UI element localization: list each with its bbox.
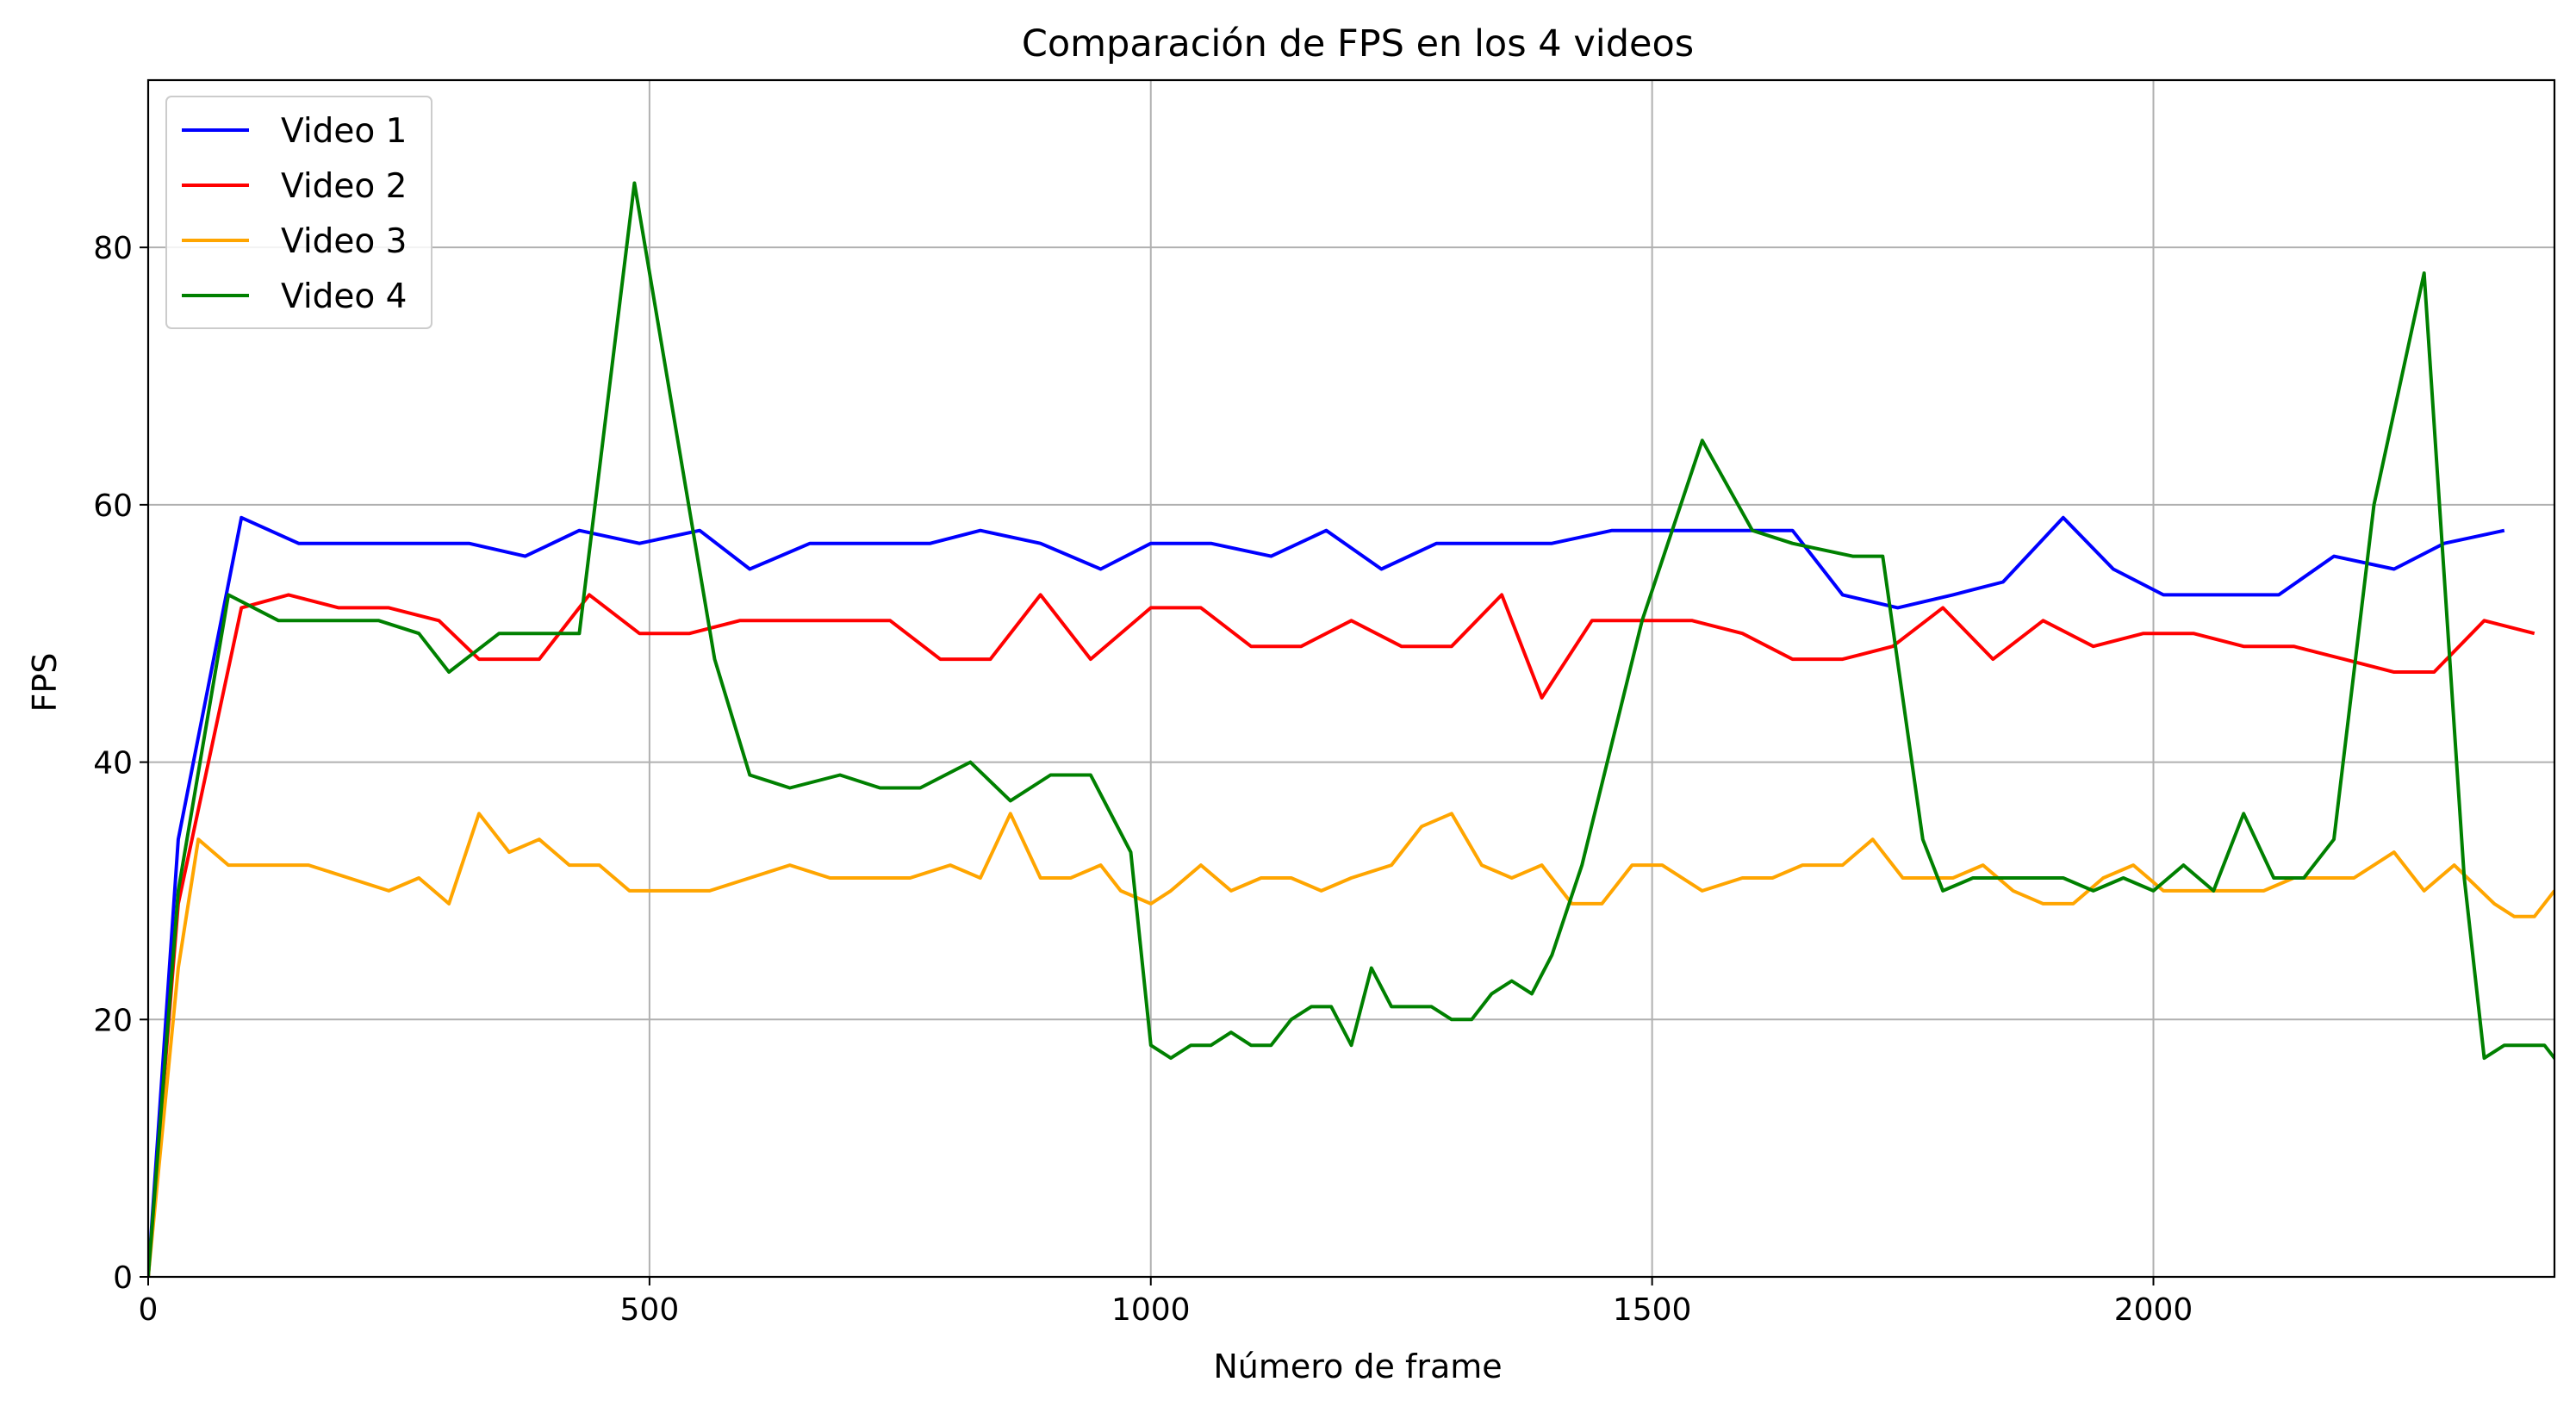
plot-frame <box>146 78 2556 1279</box>
tick-layer: 0 500 1000 1500 2000 0 20 40 60 80 <box>93 231 2193 1328</box>
legend-label: Video 2 <box>281 167 407 206</box>
x-tick-label: 0 <box>139 1292 159 1328</box>
legend-box <box>165 96 432 329</box>
y-tick-label: 60 <box>93 489 133 524</box>
y-tick-label: 40 <box>93 746 133 781</box>
y-tick-label: 0 <box>113 1260 133 1296</box>
x-tick-label: 1500 <box>1613 1292 1692 1328</box>
y-tick-label: 20 <box>93 1003 133 1038</box>
x-axis-title: Número de frame <box>1213 1348 1502 1385</box>
legend-label: Video 4 <box>281 277 407 316</box>
series-layer <box>148 181 2554 1277</box>
legend: Video 1 Video 2 Video 3 Video 4 <box>165 96 432 329</box>
series-line-video-3 <box>148 812 2554 1277</box>
series-line-video-4 <box>148 181 2554 1277</box>
legend-label: Video 3 <box>281 222 407 261</box>
x-tick-label: 1000 <box>1111 1292 1191 1328</box>
legend-label: Video 1 <box>281 112 407 151</box>
chart-title: Comparación de FPS en los 4 videos <box>1022 22 1694 65</box>
series-line-video-2 <box>148 593 2536 1277</box>
y-tick-label: 80 <box>93 231 133 266</box>
x-tick-label: 2000 <box>2114 1292 2193 1328</box>
y-axis-title: FPS <box>26 653 64 713</box>
series-line-video-1 <box>148 515 2505 1277</box>
x-tick-label: 500 <box>620 1292 680 1328</box>
